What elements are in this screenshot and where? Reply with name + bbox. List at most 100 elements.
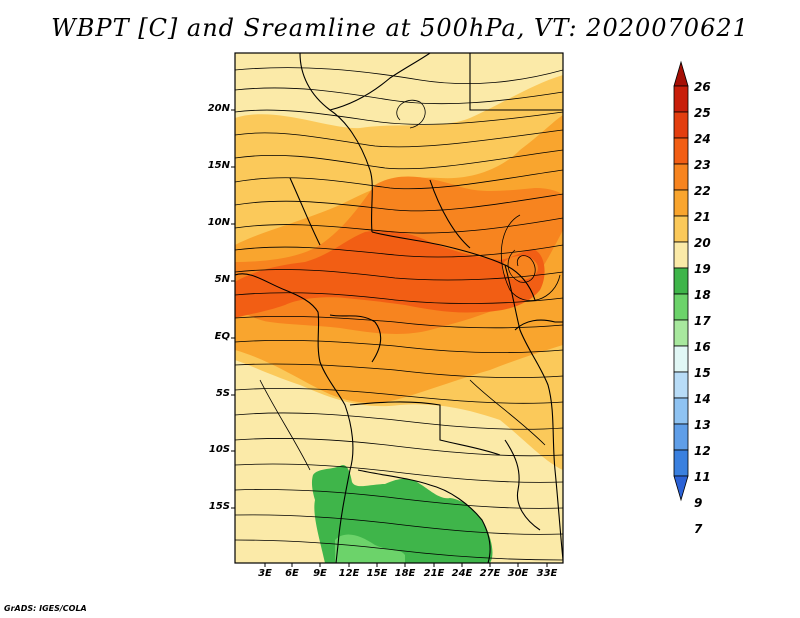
colorbar-segment [673, 371, 689, 399]
streamline [235, 169, 563, 190]
colorbar-segment [673, 397, 689, 425]
colorbar-segment [673, 137, 689, 165]
streamline [235, 315, 563, 329]
colorbar-segment [673, 423, 689, 451]
border [371, 231, 536, 301]
credit-text: GrADS: IGES/COLA [4, 604, 87, 613]
border [469, 53, 563, 111]
colorbar-segment [673, 111, 689, 139]
streamline [235, 463, 563, 483]
colorbar-label: 13 [694, 418, 711, 432]
border [329, 53, 431, 111]
colorbar-segment [673, 319, 689, 347]
colorbar-segment [673, 345, 689, 373]
colorbar-top-arrow [673, 60, 689, 87]
lat-tick-label: 10S [208, 444, 230, 455]
colorbar-segments [673, 60, 689, 502]
streamline [235, 292, 563, 304]
colorbar-label: 14 [694, 392, 711, 406]
colorbar-segment [673, 163, 689, 191]
border [329, 314, 382, 363]
colorbar-label: 17 [694, 314, 711, 328]
border [357, 469, 491, 563]
lon-tick-label: 6E [285, 568, 299, 579]
lat-tick-label: 5N [214, 274, 230, 285]
border [349, 401, 501, 456]
streamline [235, 67, 563, 85]
streamline [235, 539, 563, 561]
colorbar-label: 18 [694, 288, 711, 302]
colorbar-segment [673, 189, 689, 217]
contour-23-patch [502, 256, 538, 280]
lon-tick-label: 9E [313, 568, 327, 579]
lon-tick-label: 12E [338, 568, 360, 579]
colorbar-segment [673, 85, 689, 113]
streamline [235, 269, 563, 281]
lat-tick-label: 15S [208, 501, 230, 512]
contour-18-inner [335, 534, 405, 563]
colorbar-label: 7 [694, 522, 703, 536]
streamline [396, 99, 426, 129]
lon-tick-label: 33E [536, 568, 558, 579]
streamline [235, 514, 563, 535]
lat-tick-label: EQ [214, 331, 230, 342]
colorbar-label: 23 [694, 158, 711, 172]
colorbar-label: 12 [694, 444, 711, 458]
map-area [235, 53, 563, 563]
streamline [235, 363, 563, 378]
streamline [235, 87, 563, 105]
streamline [235, 489, 563, 509]
colorbar-label: 15 [694, 366, 711, 380]
colorbar-bottom-arrow [673, 475, 689, 502]
lat-tick-label: 15N [207, 160, 230, 171]
streamline [235, 129, 563, 148]
colorbar-segment [673, 241, 689, 269]
colorbar-segment [673, 293, 689, 321]
lon-tick-label: 24E [451, 568, 473, 579]
streamline [235, 339, 563, 353]
lon-tick-label: 18E [394, 568, 416, 579]
lat-tick-label: 5S [215, 388, 230, 399]
streamline [235, 193, 563, 212]
colorbar-label: 21 [694, 210, 711, 224]
borders [235, 53, 563, 563]
streamline [235, 387, 563, 404]
streamline [235, 217, 563, 234]
border [504, 439, 541, 531]
colorbar-label: 9 [694, 496, 703, 510]
streamline [235, 438, 563, 457]
streamline [235, 412, 563, 430]
colorbar-label: 22 [694, 184, 711, 198]
border [289, 177, 321, 246]
streamline [235, 244, 563, 258]
axis-ticks [231, 109, 548, 567]
colorbar-label: 19 [694, 262, 711, 276]
border [299, 53, 373, 233]
streamline [235, 149, 563, 170]
streamlines [235, 67, 563, 561]
colorbar-segment [673, 449, 689, 477]
colorbar-label: 20 [694, 236, 711, 250]
colorbar-label: 25 [694, 106, 711, 120]
lat-tick-label: 10N [207, 217, 230, 228]
lon-tick-label: 15E [366, 568, 388, 579]
contour-23 [235, 230, 545, 318]
lon-tick-label: 27E [479, 568, 501, 579]
lon-tick-label: 21E [423, 568, 445, 579]
map-title: WBPT [C] and Sreamline at 500hPa, VT: 20… [51, 14, 749, 42]
border [504, 264, 563, 561]
colorbar [673, 60, 689, 502]
colorbar-segment [673, 215, 689, 243]
border [514, 319, 563, 331]
lon-tick-label: 30E [507, 568, 529, 579]
colorbar-label: 16 [694, 340, 711, 354]
lon-tick-label: 3E [258, 568, 272, 579]
streamline [507, 249, 536, 283]
colorbar-segment [673, 267, 689, 295]
streamline [500, 214, 561, 301]
lat-tick-label: 20N [207, 103, 230, 114]
streamline [235, 109, 563, 125]
streamline [469, 379, 546, 446]
streamline [259, 379, 311, 471]
